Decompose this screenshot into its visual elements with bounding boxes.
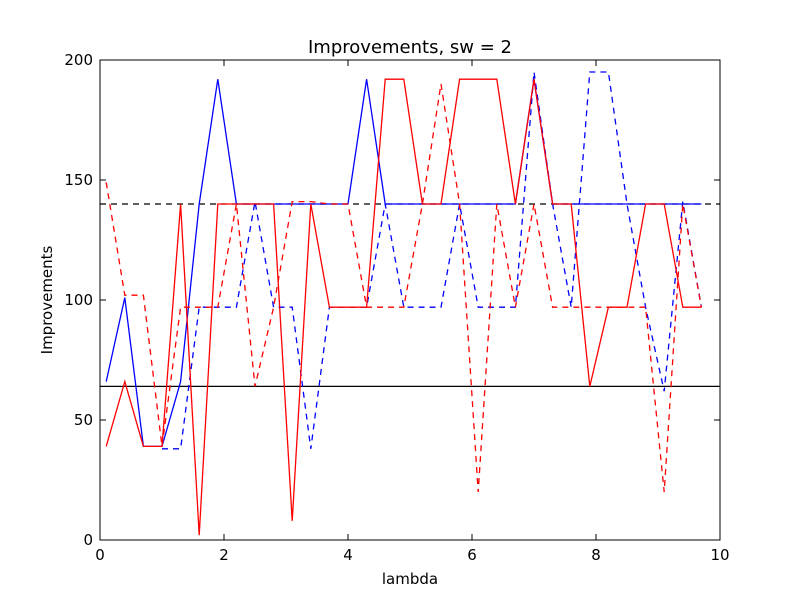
series-line-blue-dashed — [162, 71, 703, 450]
chart-title: Improvements, sw = 2 — [308, 37, 512, 58]
series-line-red-dashed — [105, 83, 703, 493]
x-tick-label: 6 — [467, 546, 477, 564]
x-tick-label: 0 — [95, 546, 105, 564]
x-tick-label: 10 — [710, 546, 729, 564]
x-axis-label: lambda — [382, 570, 438, 588]
x-tick-label: 8 — [591, 546, 601, 564]
y-tick-label: 100 — [64, 291, 93, 309]
x-tick-label: 4 — [343, 546, 353, 564]
y-tick-label: 150 — [64, 171, 93, 189]
y-tick-label: 50 — [74, 411, 93, 429]
y-axis-label: Improvements — [38, 245, 56, 354]
y-tick-label: 0 — [83, 531, 93, 549]
x-tick-label: 2 — [219, 546, 229, 564]
series-line-blue-solid — [105, 79, 702, 448]
plot-area — [100, 71, 720, 536]
series-line-red-solid — [105, 78, 702, 536]
y-tick-label: 200 — [64, 51, 93, 69]
